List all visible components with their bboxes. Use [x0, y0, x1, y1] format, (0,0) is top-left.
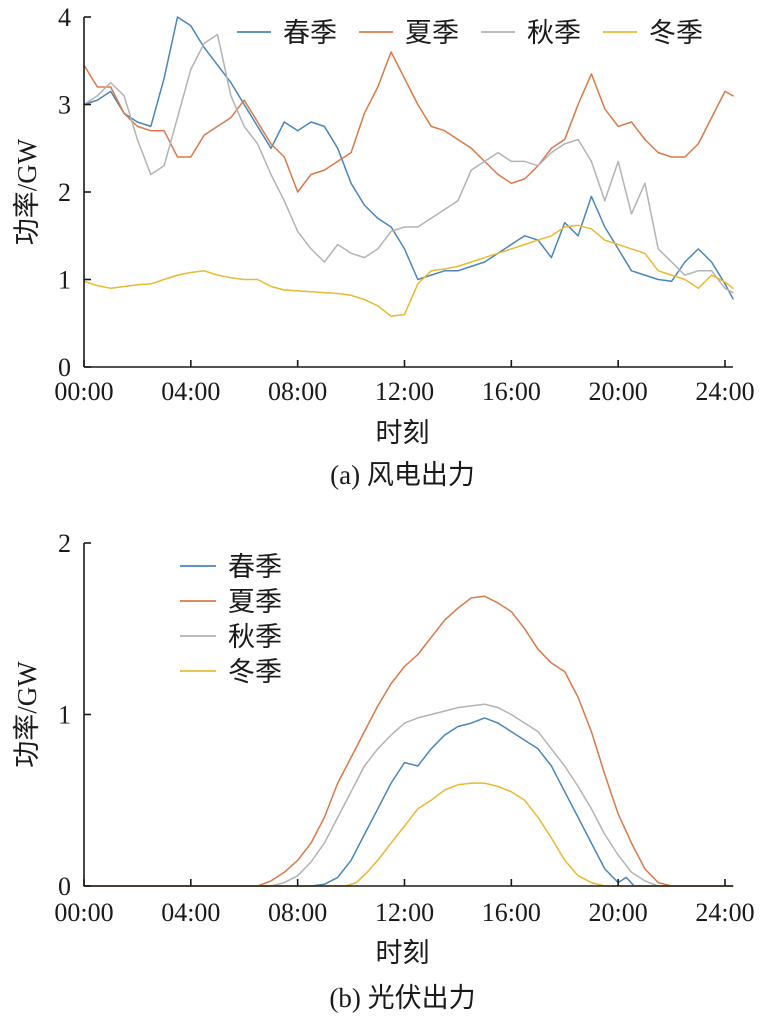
x-tick-label: 20:00 — [589, 377, 648, 406]
x-tick-label: 16:00 — [482, 898, 541, 927]
x-axis-label: 时刻 — [376, 418, 430, 448]
x-tick-label: 00:00 — [54, 377, 113, 406]
series-line-3 — [83, 224, 734, 318]
x-tick-label: 20:00 — [589, 898, 648, 927]
x-tick-label: 12:00 — [375, 377, 434, 406]
x-tick-label: 24:00 — [695, 898, 754, 927]
legend-label-0: 春季 — [228, 552, 282, 582]
x-tick-label: 08:00 — [268, 898, 327, 927]
series-line-0 — [83, 16, 734, 300]
x-tick-label: 08:00 — [268, 377, 327, 406]
x-tick-label: 04:00 — [161, 377, 220, 406]
series-line-2 — [83, 33, 734, 294]
legend-label-2: 秋季 — [527, 18, 581, 48]
x-tick-label: 00:00 — [54, 898, 113, 927]
chart-caption: (a) 风电出力 — [330, 460, 475, 490]
y-tick-label: 3 — [58, 91, 71, 120]
y-axis-label: 功率/GW — [12, 138, 42, 245]
y-tick-label: 0 — [58, 353, 71, 382]
series-line-0 — [83, 717, 734, 887]
y-tick-label: 0 — [58, 872, 71, 901]
x-tick-label: 04:00 — [161, 898, 220, 927]
legend-label-3: 冬季 — [228, 657, 282, 687]
series-line-2 — [83, 703, 734, 887]
x-axis-label: 时刻 — [376, 938, 430, 968]
y-tick-label: 4 — [58, 3, 71, 32]
y-tick-label: 2 — [58, 529, 71, 558]
wind-power-chart: 0 1 2 3 4 00:00 04:00 08:00 12:00 16:00 20:00 24:00… — [12, 3, 755, 490]
chart-caption: (b) 光伏出力 — [329, 983, 475, 1013]
legend: 春季 夏季 秋季 冬季 — [237, 18, 703, 48]
y-tick-label: 1 — [58, 266, 71, 295]
legend-label-2: 秋季 — [228, 622, 282, 652]
y-tick-label: 1 — [58, 701, 71, 730]
solar-power-chart: 0 1 2 00:00 04:00 08:00 12:00 16:00 20:00 24:00 时刻… — [12, 529, 755, 1013]
x-tick-label: 16:00 — [482, 377, 541, 406]
series-line-3 — [83, 782, 734, 887]
x-tick-label: 12:00 — [375, 898, 434, 927]
legend-label-0: 春季 — [283, 18, 337, 48]
series-line-1 — [83, 595, 734, 887]
legend-label-3: 冬季 — [649, 18, 703, 48]
series-line-1 — [83, 51, 734, 193]
legend-label-1: 夏季 — [405, 18, 459, 48]
y-axis-label: 功率/GW — [12, 661, 42, 768]
x-tick-label: 24:00 — [695, 377, 754, 406]
y-tick-label: 2 — [58, 178, 71, 207]
legend-label-1: 夏季 — [228, 587, 282, 617]
